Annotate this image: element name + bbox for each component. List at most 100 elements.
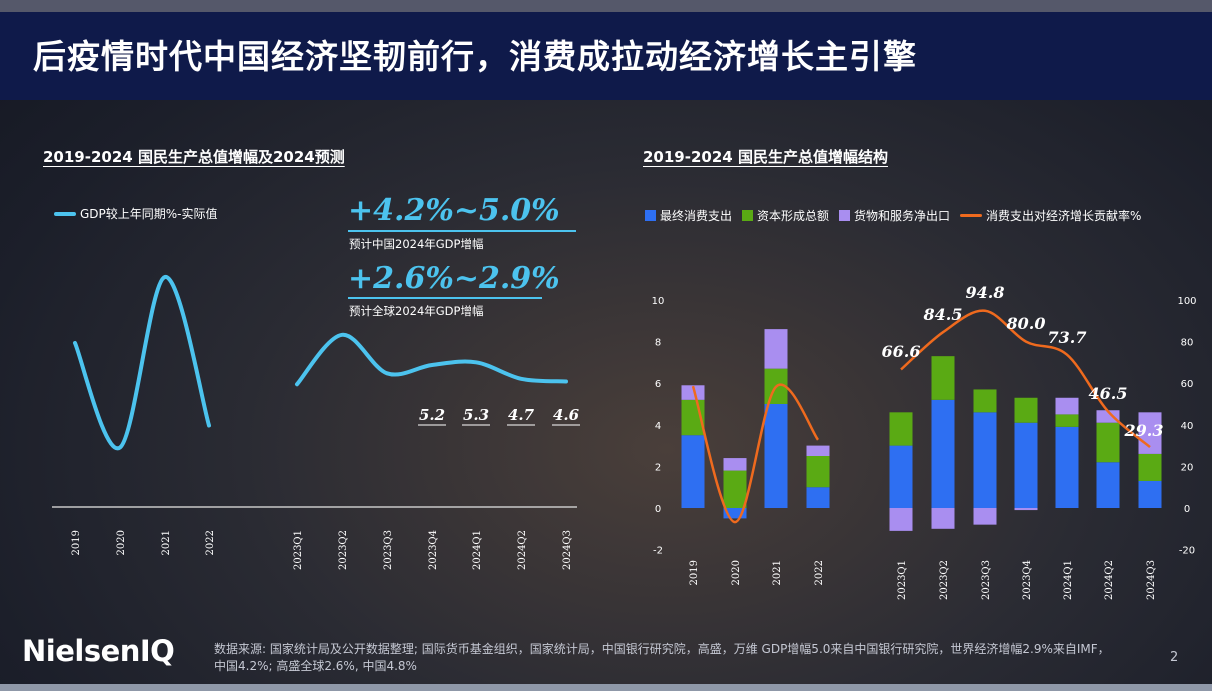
bar-capital xyxy=(1055,414,1079,427)
gdp-line-segment-1 xyxy=(73,275,211,451)
right-tick-label: 2023Q3 xyxy=(981,560,992,600)
left-tick-label: 2023Q2 xyxy=(338,530,349,570)
right-tick-label: 2019 xyxy=(689,560,700,585)
bar-consumption xyxy=(931,399,955,508)
forecast-china-value: +4.2%~5.0% xyxy=(348,193,560,228)
legend-consumption-label: 最终消费支出 xyxy=(660,209,733,223)
contribution-data-label: 46.5 xyxy=(1089,384,1128,403)
legend-capital-swatch xyxy=(742,210,754,221)
bar-consumption xyxy=(889,445,913,508)
bar-export xyxy=(723,458,747,471)
left-tick-label: 2024Q3 xyxy=(562,530,573,570)
right-axis-tick: 100 xyxy=(1177,296,1196,307)
left-legend: GDP较上年同期%-实际值 xyxy=(54,205,218,222)
right-tick-label: 2023Q4 xyxy=(1022,560,1033,600)
right-axis-tick: 40 xyxy=(1181,421,1194,432)
contribution-data-label: 29.3 xyxy=(1124,421,1164,440)
bar-consumption xyxy=(1138,480,1162,508)
bar-export xyxy=(1096,410,1120,423)
left-axis-tick: 8 xyxy=(655,338,661,349)
bar-export xyxy=(1014,508,1038,511)
nielseniq-logo: NielsenIQ xyxy=(22,634,175,668)
gdp-data-label: 4.7 xyxy=(508,406,535,424)
forecast-china-caption: 预计中国2024年GDP增幅 xyxy=(349,237,484,251)
legend-export-label: 货物和服务净出口 xyxy=(854,209,951,223)
left-axis-tick: 6 xyxy=(655,379,661,390)
left-tick-label: 2023Q4 xyxy=(428,530,439,570)
right-section-title: 2019-2024 国民生产总值增幅结构 xyxy=(643,148,888,166)
bar-consumption xyxy=(1096,462,1120,508)
bar-export xyxy=(973,508,997,525)
right-tick-label: 2024Q1 xyxy=(1063,560,1074,600)
bar-consumption xyxy=(1014,422,1038,508)
left-tick-label: 2022 xyxy=(205,530,216,555)
right-tick-label: 2024Q2 xyxy=(1104,560,1115,600)
legend-consumption-swatch xyxy=(645,210,656,221)
left-tick-label: 2021 xyxy=(161,530,172,555)
left-tick-label: 2019 xyxy=(71,530,82,555)
bar-consumption xyxy=(973,412,997,508)
left-tick-label: 2024Q1 xyxy=(472,530,483,570)
right-tick-label: 2023Q2 xyxy=(939,560,950,600)
contribution-line-annual xyxy=(691,383,820,524)
gdp-data-label: 4.6 xyxy=(553,406,580,424)
bar-capital xyxy=(1014,397,1038,423)
left-tick-label: 2024Q2 xyxy=(517,530,528,570)
legend-line-swatch xyxy=(54,211,76,216)
left-axis-tick: 4 xyxy=(655,421,661,432)
forecast-china-underline xyxy=(348,230,576,232)
right-axis-tick: 20 xyxy=(1181,462,1194,473)
left-axis-tick: 10 xyxy=(652,296,665,307)
right-axis-tick: 0 xyxy=(1184,504,1190,515)
right-tick-label: 2021 xyxy=(772,560,783,585)
right-tick-label: 2020 xyxy=(731,560,742,585)
bar-consumption xyxy=(764,404,788,508)
bar-export xyxy=(681,385,705,400)
bar-consumption xyxy=(681,435,705,508)
legend-gdp-label: GDP较上年同期%-实际值 xyxy=(80,207,218,221)
bar-capital xyxy=(973,389,997,413)
contribution-data-label: 94.8 xyxy=(966,283,1005,302)
gdp-data-label: 5.2 xyxy=(419,406,445,424)
contribution-line-quarterly xyxy=(900,309,1151,449)
left-section-title: 2019-2024 国民生产总值增幅及2024预测 xyxy=(43,148,345,166)
legend-export-swatch xyxy=(839,210,851,221)
bar-capital xyxy=(1138,453,1162,481)
bottom-strip xyxy=(0,684,1212,691)
bar-consumption xyxy=(806,487,830,508)
bar-capital xyxy=(889,412,913,446)
contribution-data-label: 66.6 xyxy=(882,342,921,361)
top-strip xyxy=(0,0,1212,12)
page-number: 2 xyxy=(1170,650,1179,665)
right-tick-label: 2023Q1 xyxy=(897,560,908,600)
legend-capital-label: 资本形成总额 xyxy=(757,209,830,223)
page-title: 后疫情时代中国经济坚韧前行，消费成拉动经济增长主引擎 xyxy=(33,37,917,76)
contribution-data-label: 80.0 xyxy=(1006,314,1046,333)
forecast-world-value: +2.6%~2.9% xyxy=(348,261,560,296)
left-tick-label: 2023Q1 xyxy=(293,530,304,570)
bar-capital xyxy=(1096,422,1120,463)
right-axis-tick: 80 xyxy=(1181,338,1194,349)
contribution-data-label: 73.7 xyxy=(1048,328,1087,347)
bar-export xyxy=(931,508,955,529)
legend-contribution-label: 消费支出对经济增长贡献率% xyxy=(986,209,1142,223)
left-axis-tick: 0 xyxy=(655,504,661,515)
bar-capital xyxy=(931,356,955,400)
source-line-1: 数据来源: 国家统计局及公开数据整理; 国际货币基金组织，国家统计局，中国银行研… xyxy=(214,642,1110,656)
gdp-line-segment-2 xyxy=(295,332,568,387)
bar-export xyxy=(1055,397,1079,415)
source-note: 数据来源: 国家统计局及公开数据整理; 国际货币基金组织，国家统计局，中国银行研… xyxy=(214,641,1154,675)
right-tick-label: 2024Q3 xyxy=(1146,560,1157,600)
contribution-data-label: 84.5 xyxy=(923,305,963,324)
forecast-world-underline xyxy=(348,297,542,299)
bar-export xyxy=(806,445,830,456)
bar-export xyxy=(889,508,913,531)
right-legend: 最终消费支出 资本形成总额 货物和服务净出口 消费支出对经济增长贡献率% xyxy=(645,207,1141,224)
forecast-world-caption: 预计全球2024年GDP增幅 xyxy=(349,304,484,318)
left-tick-label: 2023Q3 xyxy=(383,530,394,570)
bar-capital xyxy=(806,456,830,488)
right-tick-label: 2022 xyxy=(814,560,825,585)
title-bar xyxy=(0,12,1212,100)
right-axis-tick: 60 xyxy=(1181,379,1194,390)
